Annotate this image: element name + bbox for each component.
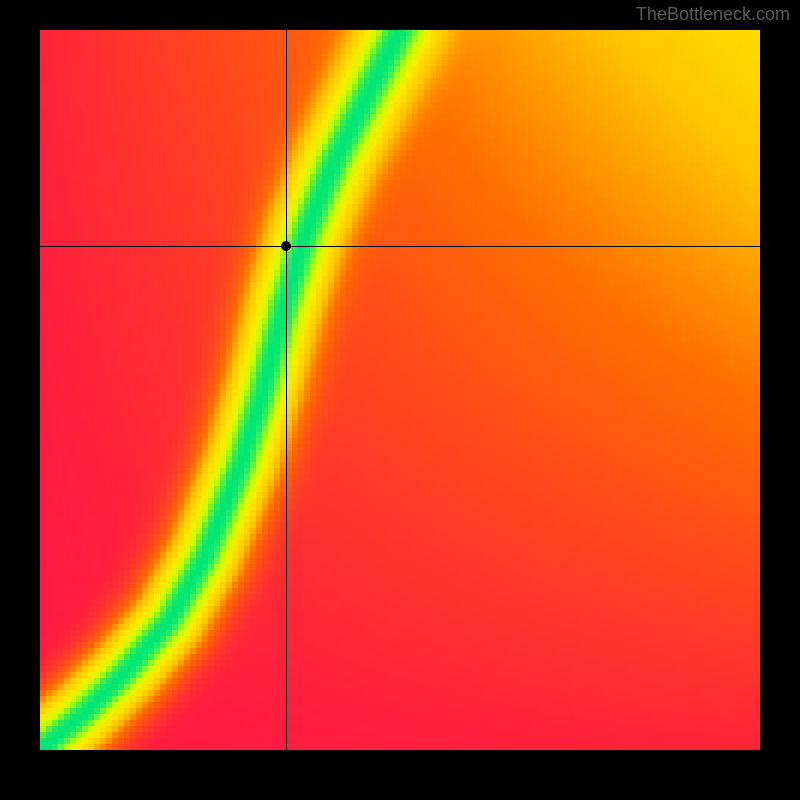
marker-dot	[281, 241, 291, 251]
watermark-text: TheBottleneck.com	[636, 4, 790, 25]
crosshair-vertical	[286, 30, 287, 750]
crosshair-horizontal	[40, 246, 760, 247]
heatmap-plot	[40, 30, 760, 750]
heatmap-canvas	[40, 30, 760, 750]
